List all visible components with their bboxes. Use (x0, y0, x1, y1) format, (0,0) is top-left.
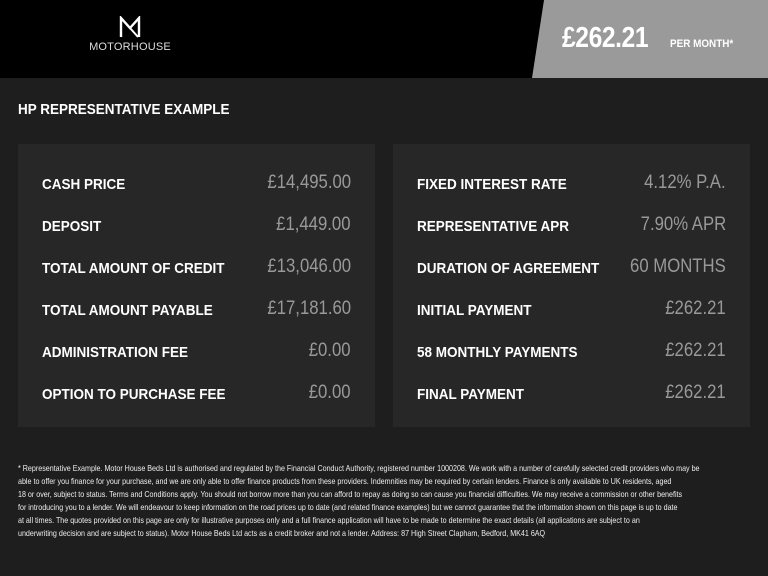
disclaimer: * Representative Example. Motor House Be… (18, 462, 718, 539)
finance-row: TOTAL AMOUNT PAYABLE £17,181.60 (42, 298, 351, 322)
finance-label: REPRESENTATIVE APR (417, 218, 570, 235)
finance-value: 60 MONTHS (630, 256, 726, 277)
finance-value: 7.90% APR (640, 214, 726, 235)
finance-row: CASH PRICE £14,495.00 (42, 172, 351, 196)
disclaimer-line: for introducing you to a lender. We will… (18, 501, 678, 512)
finance-label: DURATION OF AGREEMENT (417, 260, 600, 277)
finance-label: TOTAL AMOUNT OF CREDIT (42, 260, 225, 277)
disclaimer-line: able to offer you finance for your purch… (18, 475, 672, 486)
finance-panel-left: CASH PRICE £14,495.00 DEPOSIT £1,449.00 TOTA… (18, 144, 375, 427)
finance-value: £262.21 (665, 382, 726, 403)
finance-row: FIXED INTEREST RATE 4.12% P.A. (417, 172, 726, 196)
finance-row: ADMINISTRATION FEE £0.00 (42, 340, 351, 364)
finance-value: £13,046.00 (267, 256, 351, 277)
finance-label: FIXED INTEREST RATE (417, 176, 567, 193)
finance-row: TOTAL AMOUNT OF CREDIT £13,046.00 (42, 256, 351, 280)
motorhouse-logo[interactable]: MOTORHOUSE (80, 16, 180, 53)
finance-value: £262.21 (665, 340, 726, 361)
finance-panel-right: FIXED INTEREST RATE 4.12% P.A. REPRESENTAT… (393, 144, 750, 427)
finance-row: DURATION OF AGREEMENT 60 MONTHS (417, 256, 726, 280)
finance-row: OPTION TO PURCHASE FEE £0.00 (42, 382, 351, 406)
finance-value: £14,495.00 (267, 172, 351, 193)
finance-value: £262.21 (665, 298, 726, 319)
finance-row: DEPOSIT £1,449.00 (42, 214, 351, 238)
finance-row: FINAL PAYMENT £262.21 (417, 382, 726, 406)
finance-value: 4.12% P.A. (644, 172, 726, 193)
finance-label: 58 MONTHLY PAYMENTS (417, 344, 578, 361)
finance-value: £0.00 (309, 382, 351, 403)
finance-label: TOTAL AMOUNT PAYABLE (42, 302, 213, 319)
finance-row: 58 MONTHLY PAYMENTS £262.21 (417, 340, 726, 364)
disclaimer-line: 18 or over, subject to status. Terms and… (18, 488, 683, 499)
finance-label: OPTION TO PURCHASE FEE (42, 386, 226, 403)
finance-value: £17,181.60 (267, 298, 351, 319)
disclaimer-line: * Representative Example. Motor House Be… (18, 463, 700, 473)
logo-text: MOTORHOUSE (89, 41, 171, 53)
finance-label: CASH PRICE (42, 176, 126, 193)
header: MOTORHOUSE £262.21 PER MONTH* (0, 0, 768, 78)
finance-label: FINAL PAYMENT (417, 386, 525, 403)
per-month-label: PER MONTH* (670, 38, 734, 50)
monthly-price: £262.21 (562, 22, 649, 54)
finance-value: £1,449.00 (276, 214, 351, 235)
finance-label: DEPOSIT (42, 218, 102, 235)
finance-row: REPRESENTATIVE APR 7.90% APR (417, 214, 726, 238)
finance-label: ADMINISTRATION FEE (42, 344, 188, 361)
finance-value: £0.00 (309, 340, 351, 361)
monthly-price-badge: £262.21 PER MONTH* (532, 0, 768, 78)
logo-mark-icon (119, 16, 141, 38)
disclaimer-line: at all times. The quotes provided on thi… (18, 514, 640, 525)
section-title: HP REPRESENTATIVE EXAMPLE (18, 101, 230, 118)
finance-row: INITIAL PAYMENT £262.21 (417, 298, 726, 322)
disclaimer-line: underwriting decision and are subject to… (18, 527, 546, 538)
finance-label: INITIAL PAYMENT (417, 302, 532, 319)
